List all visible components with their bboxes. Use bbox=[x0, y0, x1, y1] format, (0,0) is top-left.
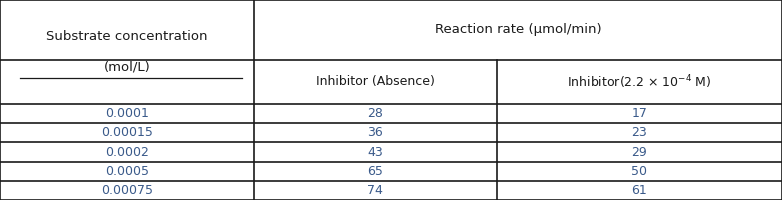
Text: 0.00075: 0.00075 bbox=[101, 184, 153, 197]
Text: 0.0001: 0.0001 bbox=[105, 107, 149, 120]
Text: Substrate concentration: Substrate concentration bbox=[46, 30, 208, 44]
Text: 0.00015: 0.00015 bbox=[101, 126, 153, 139]
Text: Reaction rate (μmol/min): Reaction rate (μmol/min) bbox=[435, 23, 601, 36]
Text: 29: 29 bbox=[631, 146, 647, 158]
Text: 43: 43 bbox=[368, 146, 383, 158]
Text: 0.0002: 0.0002 bbox=[105, 146, 149, 158]
Text: 28: 28 bbox=[368, 107, 383, 120]
Text: 50: 50 bbox=[631, 165, 647, 178]
Text: 23: 23 bbox=[631, 126, 647, 139]
Text: 36: 36 bbox=[368, 126, 383, 139]
Text: 61: 61 bbox=[631, 184, 647, 197]
Text: (mol/L): (mol/L) bbox=[104, 60, 150, 73]
Text: 17: 17 bbox=[631, 107, 647, 120]
Text: 74: 74 bbox=[368, 184, 383, 197]
Text: 65: 65 bbox=[368, 165, 383, 178]
Text: Inhibitor (Absence): Inhibitor (Absence) bbox=[316, 75, 435, 88]
Text: 0.0005: 0.0005 bbox=[105, 165, 149, 178]
Text: Inhibitor(2.2 × 10$^{-4}$ M): Inhibitor(2.2 × 10$^{-4}$ M) bbox=[567, 73, 712, 91]
